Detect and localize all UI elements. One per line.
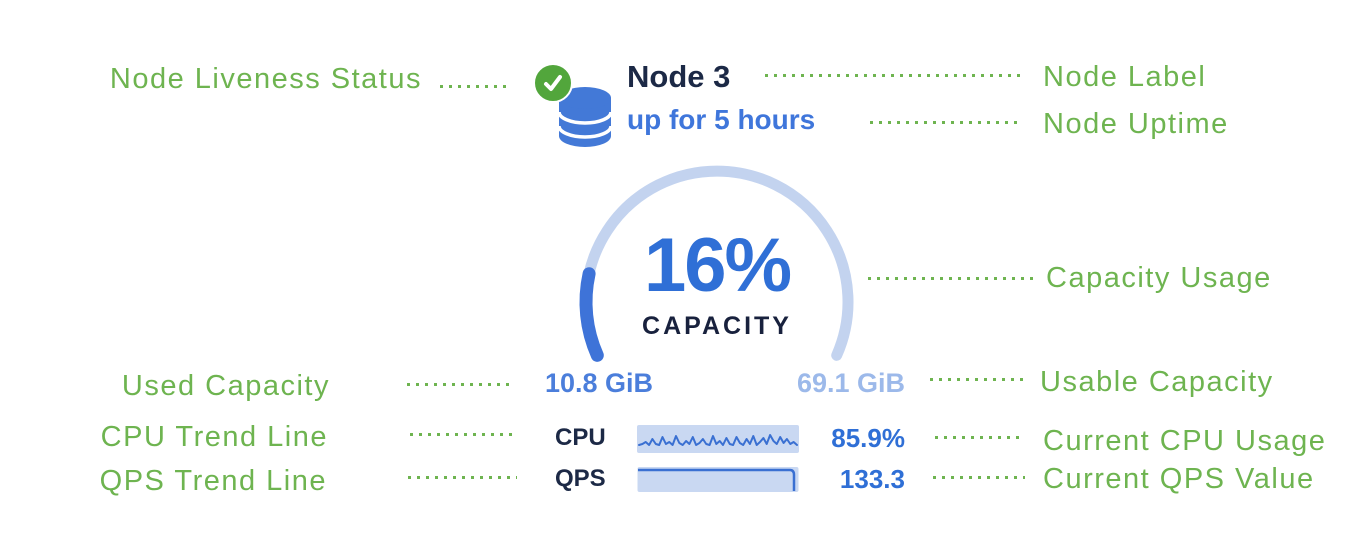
leader-node-liveness bbox=[440, 85, 508, 88]
leader-qps-trend bbox=[408, 476, 517, 479]
qps-label: QPS bbox=[555, 465, 606, 492]
leader-current-qps bbox=[933, 476, 1025, 479]
annotation-node-liveness-status: Node Liveness Status bbox=[109, 63, 422, 95]
leader-node-uptime bbox=[870, 121, 1023, 124]
annotation-qps-trend-line: QPS Trend Line bbox=[99, 465, 327, 497]
cpu-label: CPU bbox=[555, 424, 606, 451]
capacity-caption: CAPACITY bbox=[642, 312, 792, 340]
capacity-values-row: 10.8 GiB 69.1 GiB bbox=[545, 368, 905, 399]
annotation-used-capacity: Used Capacity bbox=[121, 370, 330, 402]
leader-node-label bbox=[765, 74, 1022, 77]
annotation-node-label: Node Label bbox=[1043, 61, 1207, 93]
cpu-sparkline bbox=[637, 425, 799, 458]
leader-cpu-trend bbox=[410, 433, 515, 436]
node-card[interactable]: Node 3 up for 5 hours 16% CAPACITY 10.8 … bbox=[530, 55, 910, 500]
capacity-gauge bbox=[575, 155, 865, 370]
used-capacity-value: 10.8 GiB bbox=[545, 368, 654, 398]
capacity-percent: 16% bbox=[643, 223, 792, 308]
qps-trend-bar bbox=[637, 466, 799, 498]
leader-current-cpu bbox=[935, 436, 1025, 439]
node-uptime: up for 5 hours bbox=[627, 104, 816, 135]
gauge-fill bbox=[579, 164, 855, 362]
annotation-current-qps-value: Current QPS Value bbox=[1043, 463, 1315, 495]
annotation-usable-capacity: Usable Capacity bbox=[1040, 366, 1274, 398]
annotation-cpu-trend-line: CPU Trend Line bbox=[100, 421, 328, 453]
database-icon bbox=[556, 86, 614, 153]
leader-used-capacity bbox=[407, 383, 515, 386]
usable-capacity-value: 69.1 GiB bbox=[796, 368, 905, 398]
annotation-capacity-usage: Capacity Usage bbox=[1046, 262, 1272, 294]
liveness-check-icon bbox=[533, 63, 573, 103]
leader-capacity-usage bbox=[868, 277, 1035, 280]
qps-value: 133.3 bbox=[839, 464, 905, 494]
cpu-value: 85.9% bbox=[831, 423, 905, 453]
annotation-current-cpu-usage: Current CPU Usage bbox=[1043, 425, 1327, 457]
annotation-node-uptime: Node Uptime bbox=[1043, 108, 1229, 140]
node-title: Node 3 bbox=[627, 59, 731, 94]
leader-usable-capacity bbox=[930, 378, 1023, 381]
